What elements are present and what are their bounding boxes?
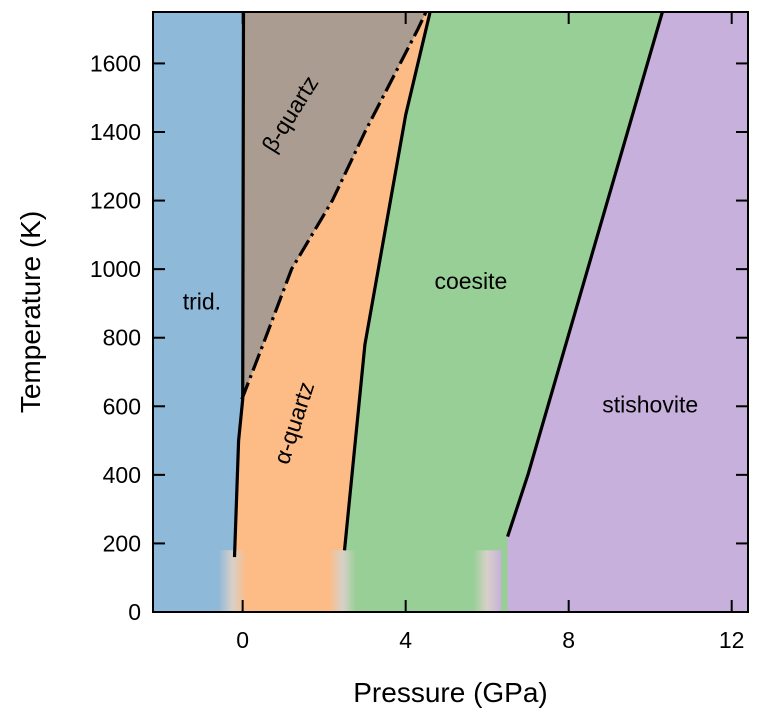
y-tick-label: 1400: [90, 119, 141, 145]
x-tick-label: 0: [236, 627, 249, 653]
fade-transition: [473, 550, 502, 612]
phase-boundaries: [232, 11, 664, 558]
y-tick-label: 800: [103, 325, 141, 351]
y-tick-label: 200: [103, 530, 141, 556]
y-tick-label: 1200: [90, 188, 141, 214]
region-beta-quartz: [241, 12, 426, 400]
tick-labels: 0 4 8 12 0 200 400 600 800 1000 1200 1400 1600: [90, 50, 745, 653]
region-label-coesite: coesite: [434, 268, 507, 294]
y-tick-label: 0: [128, 599, 141, 625]
y-tick-label: 1600: [90, 50, 141, 76]
phase-fade-transitions: [218, 550, 502, 612]
fade-transition: [328, 550, 357, 612]
x-tick-label: 4: [399, 627, 412, 653]
y-tick-label: 600: [103, 393, 141, 419]
x-axis-title: Pressure (GPa): [353, 677, 548, 708]
x-tick-label: 12: [719, 627, 745, 653]
x-tick-label: 8: [562, 627, 575, 653]
y-tick-label: 1000: [90, 256, 141, 282]
y-axis-title: Temperature (K): [15, 211, 46, 413]
phase-regions: [153, 12, 748, 612]
y-tick-label: 400: [103, 462, 141, 488]
region-tridymite: [153, 12, 244, 612]
boundary-coesite-stishovite: [506, 11, 664, 538]
region-label-trid: trid.: [183, 289, 221, 315]
boundary-trid-quartz: [232, 11, 246, 558]
region-label-stishovite: stishovite: [602, 391, 698, 417]
plot-frame: [152, 11, 749, 613]
boundary-quartz-coesite: [342, 11, 432, 551]
boundary-alpha-beta: [240, 11, 428, 400]
